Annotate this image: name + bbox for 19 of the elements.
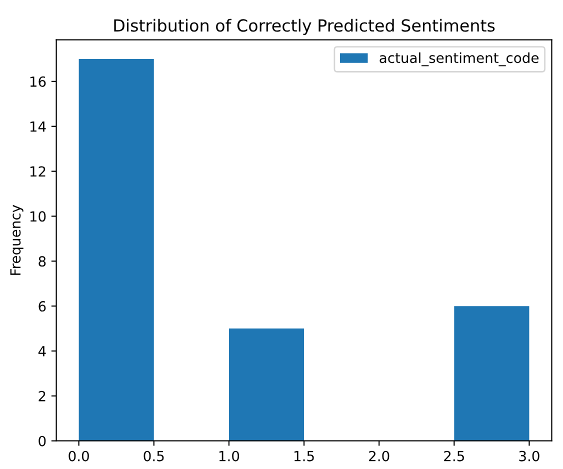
y-tick-label: 10 xyxy=(30,211,46,222)
y-tick-label: 12 xyxy=(30,166,46,177)
y-tick-label: 14 xyxy=(30,122,46,132)
y-tick-label: 2 xyxy=(38,390,46,402)
chart-title: Distribution of Correctly Predicted Sentiments xyxy=(114,18,495,35)
x-tick-label: 2.0 xyxy=(369,450,390,462)
x-tick-label: 1.5 xyxy=(294,451,314,462)
x-tick-label: 1.0 xyxy=(219,450,240,462)
y-tick-label: 8 xyxy=(38,256,46,267)
x-tick-label: 3.0 xyxy=(519,450,540,462)
x-tick-label: 2.5 xyxy=(444,450,464,462)
y-tick-label: 6 xyxy=(38,301,46,312)
y-axis-title: Frequency xyxy=(10,204,24,275)
y-tick-label: 16 xyxy=(30,76,46,87)
y-tick-label: 0 xyxy=(38,436,46,446)
x-tick-label: 0.0 xyxy=(68,450,89,462)
x-tick-label: 0.5 xyxy=(144,450,164,462)
y-tick-label: 4 xyxy=(38,346,46,356)
legend-label: actual_sentiment_code xyxy=(380,52,538,66)
